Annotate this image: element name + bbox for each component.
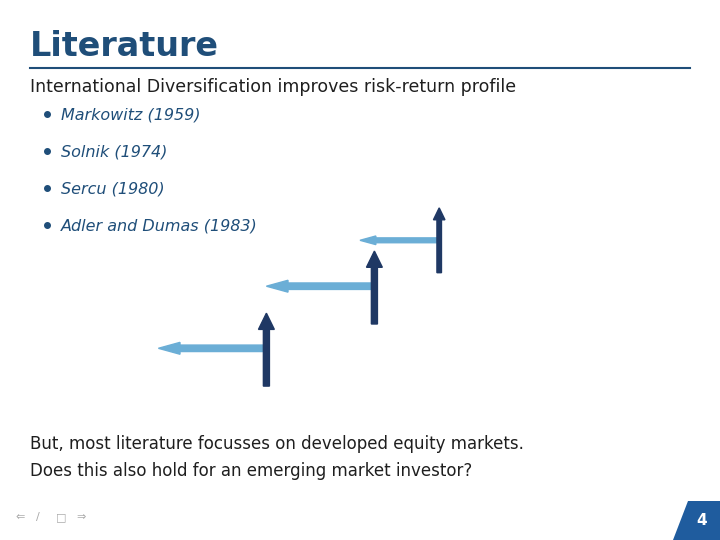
Polygon shape [673,501,720,540]
Text: Sercu (1980): Sercu (1980) [61,181,165,197]
FancyArrow shape [360,236,439,245]
FancyArrow shape [258,313,274,386]
FancyArrow shape [266,280,374,292]
Text: Literature: Literature [30,30,220,63]
Text: But, most literature focusses on developed equity markets.: But, most literature focusses on develop… [30,435,524,453]
FancyArrow shape [366,251,382,324]
Text: Solnik (1974): Solnik (1974) [61,145,168,160]
Text: Does this also hold for an emerging market investor?: Does this also hold for an emerging mark… [30,462,472,480]
Text: Adler and Dumas (1983): Adler and Dumas (1983) [61,218,258,233]
Text: ⇒: ⇒ [76,512,86,522]
Text: International Diversification improves risk-return profile: International Diversification improves r… [30,78,516,96]
FancyArrow shape [433,208,445,273]
Text: /: / [36,512,40,522]
Text: 4: 4 [697,513,707,528]
Text: Markowitz (1959): Markowitz (1959) [61,108,201,123]
Text: □: □ [56,512,67,522]
FancyArrow shape [158,342,266,354]
Text: ⇐: ⇐ [16,512,25,522]
